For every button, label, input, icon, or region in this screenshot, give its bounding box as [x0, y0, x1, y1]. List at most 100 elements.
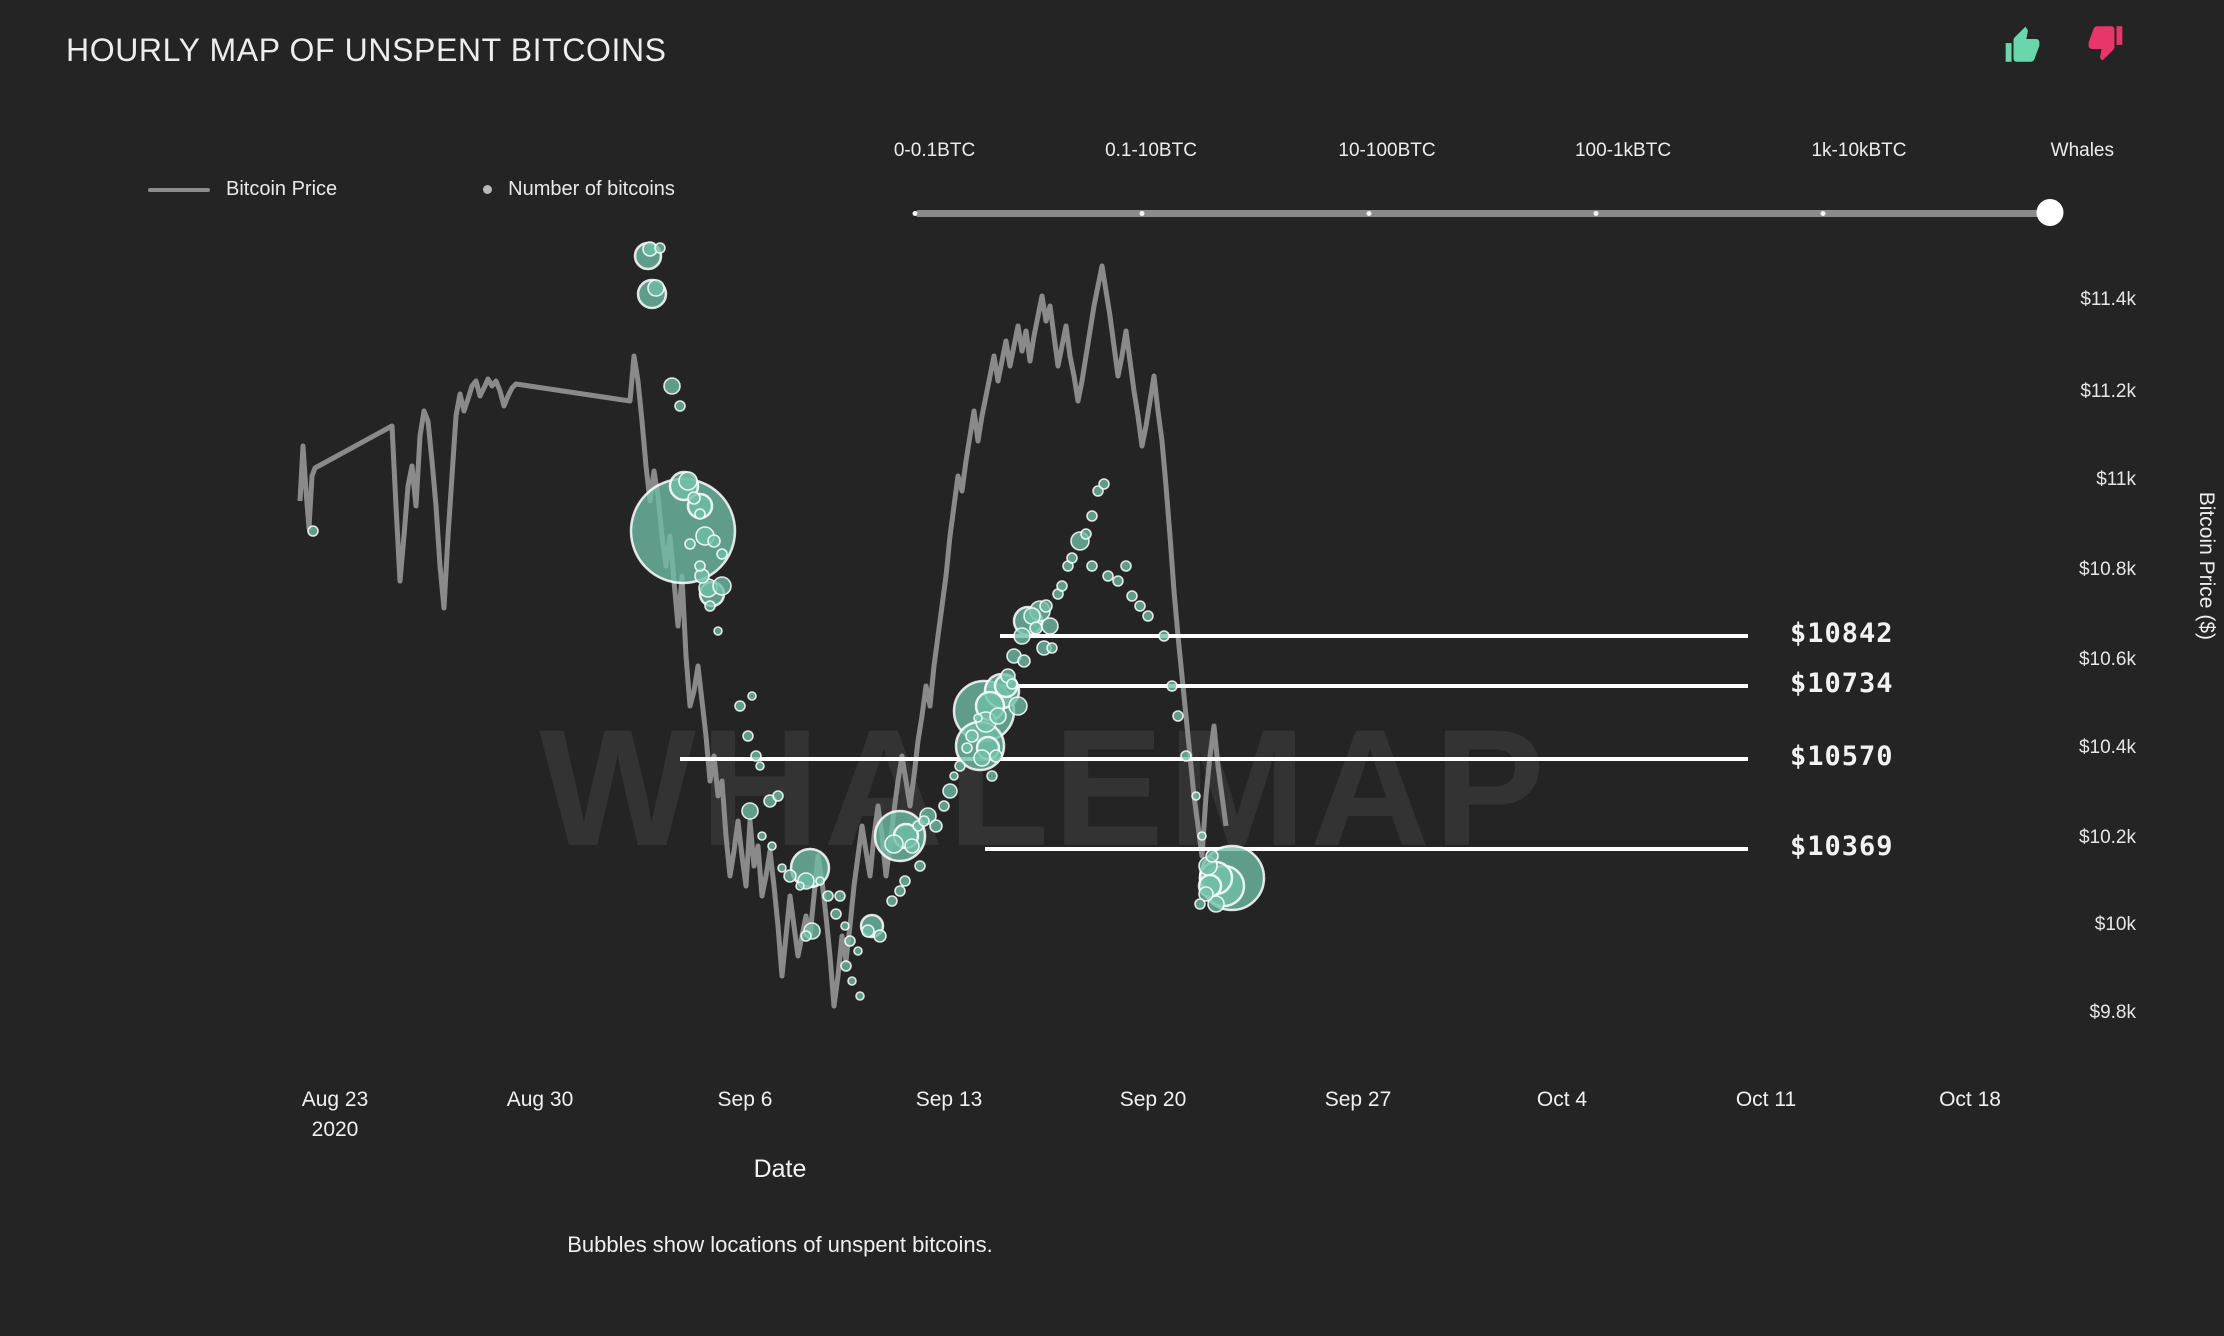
- bubble[interactable]: [694, 560, 706, 572]
- bubble[interactable]: [989, 707, 1007, 725]
- bubble[interactable]: [855, 991, 865, 1001]
- bubble[interactable]: [989, 749, 1003, 763]
- bubble[interactable]: [861, 924, 875, 938]
- bubble[interactable]: [973, 749, 991, 767]
- bubble[interactable]: [800, 930, 812, 942]
- bubble[interactable]: [965, 729, 979, 743]
- bubble[interactable]: [886, 895, 898, 907]
- bubble[interactable]: [654, 242, 666, 254]
- slider-label-10-100btc[interactable]: 10-100BTC: [1338, 140, 1436, 161]
- bubble[interactable]: [1166, 680, 1178, 692]
- bubble[interactable]: [1194, 898, 1206, 910]
- bubble[interactable]: [1086, 560, 1098, 572]
- bubble[interactable]: [1080, 528, 1092, 540]
- bubble[interactable]: [707, 534, 721, 548]
- bubble[interactable]: [834, 890, 846, 902]
- bubble[interactable]: [1134, 600, 1146, 612]
- bubble[interactable]: [918, 815, 930, 827]
- bubble[interactable]: [847, 976, 857, 986]
- bubble[interactable]: [942, 783, 958, 799]
- bubble[interactable]: [894, 885, 906, 897]
- bubble[interactable]: [1029, 621, 1043, 635]
- bubble[interactable]: [1056, 580, 1068, 592]
- bubble[interactable]: [954, 760, 966, 772]
- bubble[interactable]: [1205, 849, 1219, 863]
- thumbs-down-icon[interactable]: [2082, 22, 2126, 66]
- bubble[interactable]: [822, 890, 834, 902]
- slider-label-0-0-1btc[interactable]: 0-0.1BTC: [893, 140, 976, 161]
- bubble[interactable]: [938, 800, 950, 812]
- bubble[interactable]: [1017, 654, 1031, 668]
- bubble[interactable]: [1142, 610, 1154, 622]
- bubble[interactable]: [713, 626, 723, 636]
- bubble[interactable]: [757, 831, 767, 841]
- bubble[interactable]: [1112, 575, 1124, 587]
- bubble[interactable]: [795, 881, 805, 891]
- bubble[interactable]: [830, 908, 842, 920]
- bubble[interactable]: [747, 691, 757, 701]
- bubble[interactable]: [687, 491, 701, 505]
- bubble[interactable]: [1098, 478, 1110, 490]
- bubble[interactable]: [777, 863, 787, 873]
- bubble[interactable]: [904, 838, 920, 854]
- bubble[interactable]: [647, 279, 665, 297]
- bubble[interactable]: [742, 730, 754, 742]
- bubble[interactable]: [704, 600, 716, 612]
- bubble[interactable]: [712, 576, 732, 596]
- bubble[interactable]: [884, 834, 904, 854]
- bubble[interactable]: [755, 761, 765, 771]
- slider-label-0-1-10btc[interactable]: 0.1-10BTC: [1105, 140, 1197, 161]
- slider-label-1k-10kbtc[interactable]: 1k-10kBTC: [1811, 140, 1907, 161]
- bubble[interactable]: [750, 750, 762, 762]
- bubble[interactable]: [1180, 750, 1192, 762]
- slider-label-whales[interactable]: Whales: [2050, 140, 2115, 161]
- bubble[interactable]: [1046, 642, 1058, 654]
- bubble[interactable]: [973, 713, 983, 723]
- bubble[interactable]: [853, 946, 863, 956]
- bubble[interactable]: [815, 876, 825, 886]
- bubble[interactable]: [741, 802, 759, 820]
- bubble[interactable]: [1006, 678, 1018, 690]
- bubble[interactable]: [783, 869, 797, 883]
- bubble[interactable]: [663, 377, 681, 395]
- bubble[interactable]: [949, 771, 959, 781]
- bubble[interactable]: [674, 400, 686, 412]
- bubble[interactable]: [914, 860, 926, 872]
- bubble[interactable]: [1013, 627, 1031, 645]
- slider-handle[interactable]: [2036, 199, 2064, 226]
- bubble[interactable]: [1198, 886, 1214, 902]
- slider-label-100-1kbtc[interactable]: 100-1kBTC: [1574, 140, 1672, 161]
- bubble[interactable]: [844, 935, 856, 947]
- bubble[interactable]: [1041, 617, 1059, 635]
- bubble[interactable]: [684, 538, 696, 550]
- bubble[interactable]: [986, 770, 998, 782]
- bubble[interactable]: [1172, 710, 1184, 722]
- bitcoin-size-filter-slider[interactable]: 0-0.1BTC 0.1-10BTC 10-100BTC 100-1kBTC 1k-10…: [894, 140, 2114, 230]
- bubble[interactable]: [899, 875, 911, 887]
- bubble[interactable]: [840, 960, 852, 972]
- bubble[interactable]: [961, 742, 973, 754]
- bubble[interactable]: [1207, 895, 1225, 913]
- bubble[interactable]: [1039, 599, 1053, 613]
- thumbs-up-icon[interactable]: [2002, 22, 2046, 66]
- bubble[interactable]: [678, 471, 698, 491]
- bubble[interactable]: [1066, 552, 1078, 564]
- bubble[interactable]: [307, 525, 319, 537]
- bubble[interactable]: [929, 819, 943, 833]
- slider-track-wrap[interactable]: [912, 199, 2064, 226]
- slider-track[interactable]: [915, 210, 2050, 217]
- bubble[interactable]: [1158, 630, 1170, 642]
- bubble[interactable]: [1008, 696, 1028, 716]
- bubble[interactable]: [1102, 570, 1114, 582]
- bubble[interactable]: [1191, 791, 1201, 801]
- unspent-bitcoin-bubbles[interactable]: [307, 241, 1266, 1001]
- bubble[interactable]: [1126, 590, 1138, 602]
- bubble[interactable]: [873, 929, 887, 943]
- bubble[interactable]: [1120, 560, 1132, 572]
- bubble[interactable]: [716, 548, 728, 560]
- bubble[interactable]: [767, 841, 777, 851]
- bubble[interactable]: [1197, 831, 1207, 841]
- bubble[interactable]: [840, 921, 850, 931]
- bubble[interactable]: [694, 508, 706, 520]
- bubble[interactable]: [734, 700, 746, 712]
